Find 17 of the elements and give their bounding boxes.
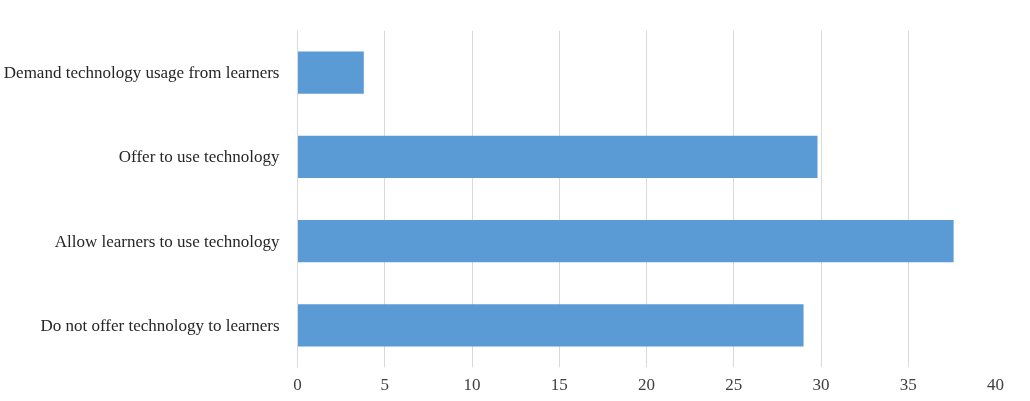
bar	[297, 220, 954, 263]
y-tick-label: Demand technology usage from learners	[3, 63, 280, 83]
x-tick-label: 0	[293, 374, 302, 394]
x-tick-label: 35	[899, 374, 917, 394]
y-tick-label: Do not offer technology to learners	[40, 315, 280, 335]
x-tick-label: 10	[463, 374, 481, 394]
bar	[297, 51, 364, 94]
y-tick-label: Allow learners to use technology	[54, 231, 280, 251]
x-tick-label: 25	[725, 374, 743, 394]
bar	[297, 135, 818, 178]
y-tick-label: Offer to use technology	[118, 147, 280, 167]
x-tick-label: 30	[812, 374, 830, 394]
x-tick-label: 20	[638, 374, 655, 394]
x-tick-label: 5	[380, 374, 389, 394]
x-tick-label: 40	[987, 374, 1004, 394]
x-tick-label: 15	[550, 374, 568, 394]
bar	[297, 304, 804, 347]
